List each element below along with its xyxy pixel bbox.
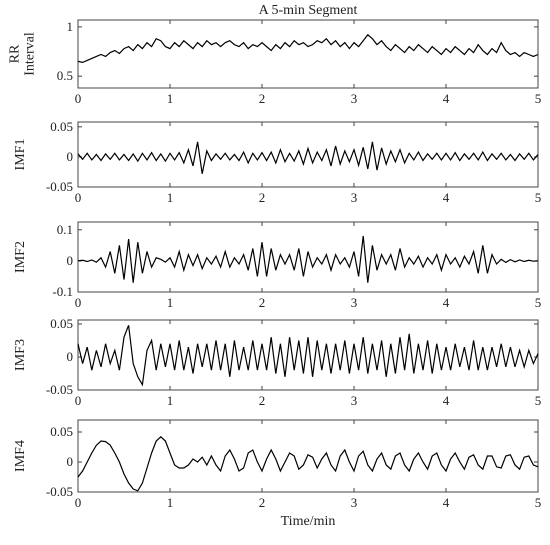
y-tick-label: 0.05: [50, 316, 73, 331]
x-tick-label: 4: [443, 190, 450, 205]
y-tick-label: 0: [67, 349, 74, 364]
x-tick-label: 4: [443, 295, 450, 310]
x-tick-label: 1: [167, 495, 174, 510]
signal-line: [77, 235, 539, 283]
y-axis-label: IMF3: [13, 339, 28, 371]
x-tick-label: 2: [259, 295, 266, 310]
x-tick-label: 3: [351, 190, 358, 205]
x-axis-label: Time/min: [281, 514, 336, 529]
y-axis-label: Interval: [23, 32, 38, 76]
plot-frame: [77, 221, 539, 293]
x-tick-label: 0: [75, 190, 82, 205]
x-tick-label: 5: [535, 295, 542, 310]
y-tick-label: 0: [67, 454, 74, 469]
y-axis-label: IMF4: [13, 440, 28, 472]
x-tick-label: 3: [351, 295, 358, 310]
y-axis-label: IMF1: [13, 139, 28, 171]
x-tick-label: 2: [259, 393, 266, 408]
x-tick-label: 0: [75, 393, 82, 408]
signal-line: [77, 325, 539, 387]
x-tick-label: 1: [167, 295, 174, 310]
y-tick-label: 0.5: [57, 68, 73, 83]
x-tick-label: 2: [259, 495, 266, 510]
y-tick-label: 0.05: [50, 424, 73, 439]
x-tick-label: 3: [351, 393, 358, 408]
plot-frame: [77, 319, 539, 391]
x-tick-label: 4: [443, 91, 450, 106]
chart-title: A 5-min Segment: [259, 3, 358, 18]
signal-line: [77, 33, 539, 64]
plot-frame: [77, 121, 539, 188]
y-tick-label: -0.05: [46, 484, 73, 499]
y-tick-label: 0.05: [50, 119, 73, 134]
x-tick-label: 4: [443, 393, 450, 408]
x-tick-label: 5: [535, 190, 542, 205]
plot-frame: [77, 19, 539, 89]
x-tick-label: 1: [167, 393, 174, 408]
y-axis-label: RR: [8, 44, 23, 63]
plot-frame: [77, 419, 539, 493]
x-tick-label: 0: [75, 91, 82, 106]
y-tick-label: -0.1: [52, 284, 73, 299]
signal-line: [77, 435, 539, 492]
y-tick-label: -0.05: [46, 382, 73, 397]
y-tick-label: -0.05: [46, 179, 73, 194]
x-tick-label: 5: [535, 495, 542, 510]
x-tick-label: 5: [535, 393, 542, 408]
x-tick-label: 1: [167, 91, 174, 106]
y-axis-label: IMF2: [13, 241, 28, 273]
y-tick-label: 0: [67, 253, 74, 268]
x-tick-label: 2: [259, 190, 266, 205]
y-tick-label: 0: [67, 149, 74, 164]
x-tick-label: 3: [351, 495, 358, 510]
x-tick-label: 0: [75, 295, 82, 310]
subplot: 0 1 2 3 4 5 0.5 1 A 5-min Segment RR Interval: [8, 3, 542, 106]
x-tick-label: 0: [75, 495, 82, 510]
x-tick-label: 1: [167, 190, 174, 205]
x-tick-label: 3: [351, 91, 358, 106]
x-tick-label: 4: [443, 495, 450, 510]
y-tick-label: 0.1: [57, 222, 73, 237]
x-tick-label: 5: [535, 91, 542, 106]
x-tick-label: 2: [259, 91, 266, 106]
signal-line: [77, 141, 539, 174]
y-tick-label: 1: [67, 19, 74, 34]
